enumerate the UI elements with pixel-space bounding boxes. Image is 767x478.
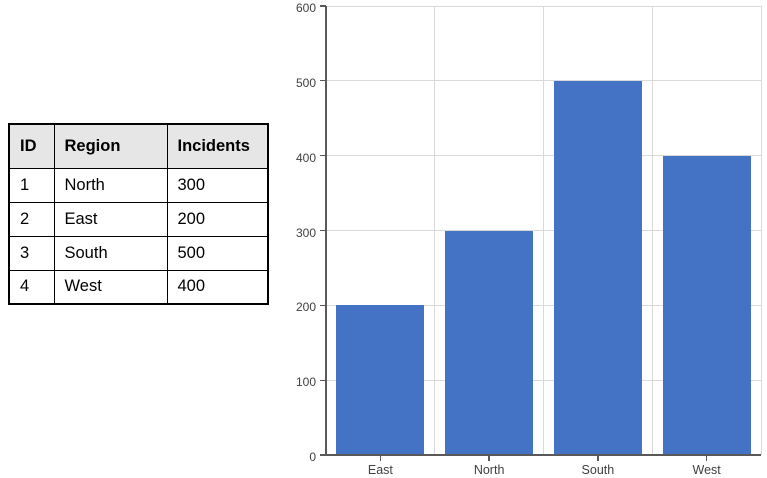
x-axis-label: West [692,462,721,477]
bar-south [553,80,642,455]
cell-incidents: 400 [166,269,269,305]
cell-region: North [53,167,168,203]
y-axis-tick [320,454,326,456]
cell-incidents: 200 [166,201,269,237]
bar-north [445,230,534,455]
x-axis-label: East [367,462,393,477]
table-header-row: ID Region Incidents [8,123,269,169]
y-axis-label: 100 [295,375,316,390]
y-axis-tick [320,379,326,381]
major-gridline-vertical [651,6,653,455]
x-axis-tick [488,455,490,461]
y-axis-label: 400 [295,150,316,165]
bar-east [336,305,425,455]
cell-id: 3 [8,235,55,271]
y-axis-tick [320,229,326,232]
y-axis-label: 600 [295,1,316,15]
cell-region: South [53,235,168,271]
cell-id: 4 [8,269,55,305]
major-gridline-vertical [760,6,762,455]
y-axis-tick [320,304,326,306]
x-axis-tick [705,455,708,461]
x-axis-label: North [473,462,505,477]
x-axis-tick [379,455,382,461]
y-axis-label: 200 [295,300,316,315]
x-axis-line [325,454,761,456]
cell-incidents: 500 [166,235,269,271]
x-axis-label: South [581,462,615,477]
header-cell-incidents: Incidents [166,123,269,169]
major-gridline-vertical [543,6,544,455]
table-row: 4 West 400 [8,269,269,305]
region-incidents-table: ID Region Incidents 1 North 300 2 East 2… [8,123,269,305]
y-axis-label: 300 [295,225,316,240]
bar-west [662,155,751,455]
cell-incidents: 300 [166,167,269,203]
table-row: 1 North 300 [8,167,269,203]
y-axis-label: 500 [295,75,316,90]
y-axis-tick [320,80,326,82]
y-axis-tick [320,155,326,157]
x-axis-tick [597,455,599,461]
major-gridline-vertical [434,6,436,455]
table-row: 3 South 500 [8,235,269,271]
y-axis-label: 0 [309,450,316,464]
y-axis-tick [320,5,326,7]
